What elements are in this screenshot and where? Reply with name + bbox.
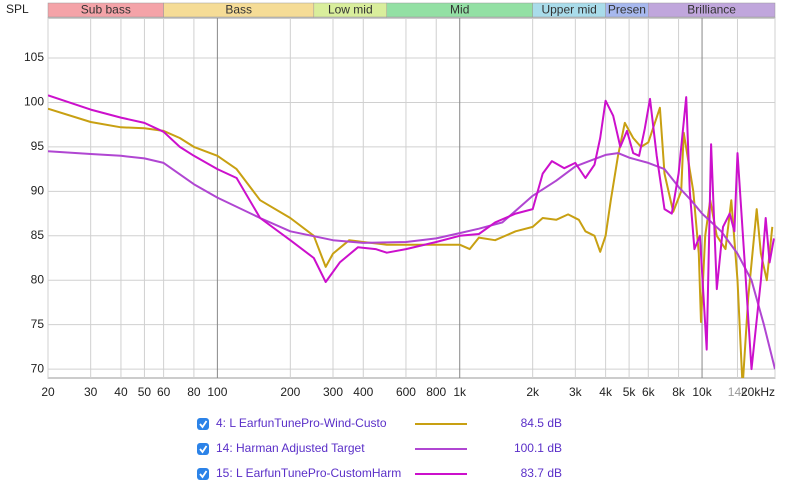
y-tick-label: 85 [31, 228, 45, 242]
legend-label: 4: L EarfunTunePro-Wind-Custo [216, 416, 387, 430]
y-tick-label: 90 [31, 184, 45, 198]
x-tick-label: 800 [426, 385, 446, 399]
legend-checkbox[interactable] [197, 468, 209, 480]
legend-entry[interactable]: 14: Harman Adjusted Target 100.1 dB [197, 441, 562, 455]
y-tick-label: 100 [24, 95, 44, 109]
x-tick-label: 40 [114, 385, 128, 399]
x-tick-label: 14k [728, 385, 748, 399]
band-label: Sub bass [81, 3, 131, 17]
y-tick-label: 70 [31, 361, 45, 375]
x-tick-label: 10k [692, 385, 712, 399]
legend-label: 14: Harman Adjusted Target [216, 441, 365, 455]
checkmark [199, 470, 208, 479]
x-tick-label: 200 [280, 385, 300, 399]
y-tick-label: 75 [31, 317, 45, 331]
x-tick-label: 100 [207, 385, 227, 399]
x-tick-label: 50 [138, 385, 152, 399]
band-label: Presen [608, 3, 646, 17]
x-tick-label: 20 [41, 385, 55, 399]
x-tick-label: 2k [526, 385, 540, 399]
x-tick-label: 20kHz [741, 385, 775, 399]
checkmark [199, 445, 208, 454]
band-label: Upper mid [541, 3, 596, 17]
band [648, 2, 776, 18]
y-tick-label: 95 [31, 139, 45, 153]
x-tick-label: 80 [187, 385, 201, 399]
legend-entry[interactable]: 4: L EarfunTunePro-Wind-Custo 84.5 dB [197, 416, 562, 430]
y-axis-label: SPL [6, 2, 29, 16]
series-line [48, 150, 775, 370]
band-label: Bass [225, 3, 252, 17]
x-tick-label: 1k [453, 385, 467, 399]
legend-checkbox[interactable] [197, 443, 209, 455]
x-tick-label: 8k [672, 385, 686, 399]
legend-level: 83.7 dB [521, 466, 562, 480]
x-tick-label: 4k [599, 385, 613, 399]
legend-level: 100.1 dB [514, 441, 562, 455]
band-label: Brilliance [687, 3, 736, 17]
series-line [48, 94, 775, 371]
plot-area [47, 17, 776, 379]
legend-checkbox[interactable] [197, 418, 209, 430]
checkmark [199, 420, 208, 429]
x-tick-label: 60 [157, 385, 171, 399]
legend-level: 84.5 dB [521, 416, 562, 430]
legend-entry[interactable]: 15: L EarfunTunePro-CustomHarm 83.7 dB [197, 466, 562, 480]
x-tick-label: 3k [569, 385, 583, 399]
x-tick-label: 6k [642, 385, 656, 399]
band-label: Mid [450, 3, 469, 17]
x-tick-label: 300 [323, 385, 343, 399]
x-tick-label: 600 [396, 385, 416, 399]
y-tick-label: 105 [24, 50, 44, 64]
y-tick-label: 80 [31, 272, 45, 286]
band-label: Low mid [328, 3, 373, 17]
x-tick-label: 5k [623, 385, 637, 399]
x-tick-label: 30 [84, 385, 98, 399]
x-tick-label: 400 [353, 385, 373, 399]
legend-label: 15: L EarfunTunePro-CustomHarm [216, 466, 401, 480]
